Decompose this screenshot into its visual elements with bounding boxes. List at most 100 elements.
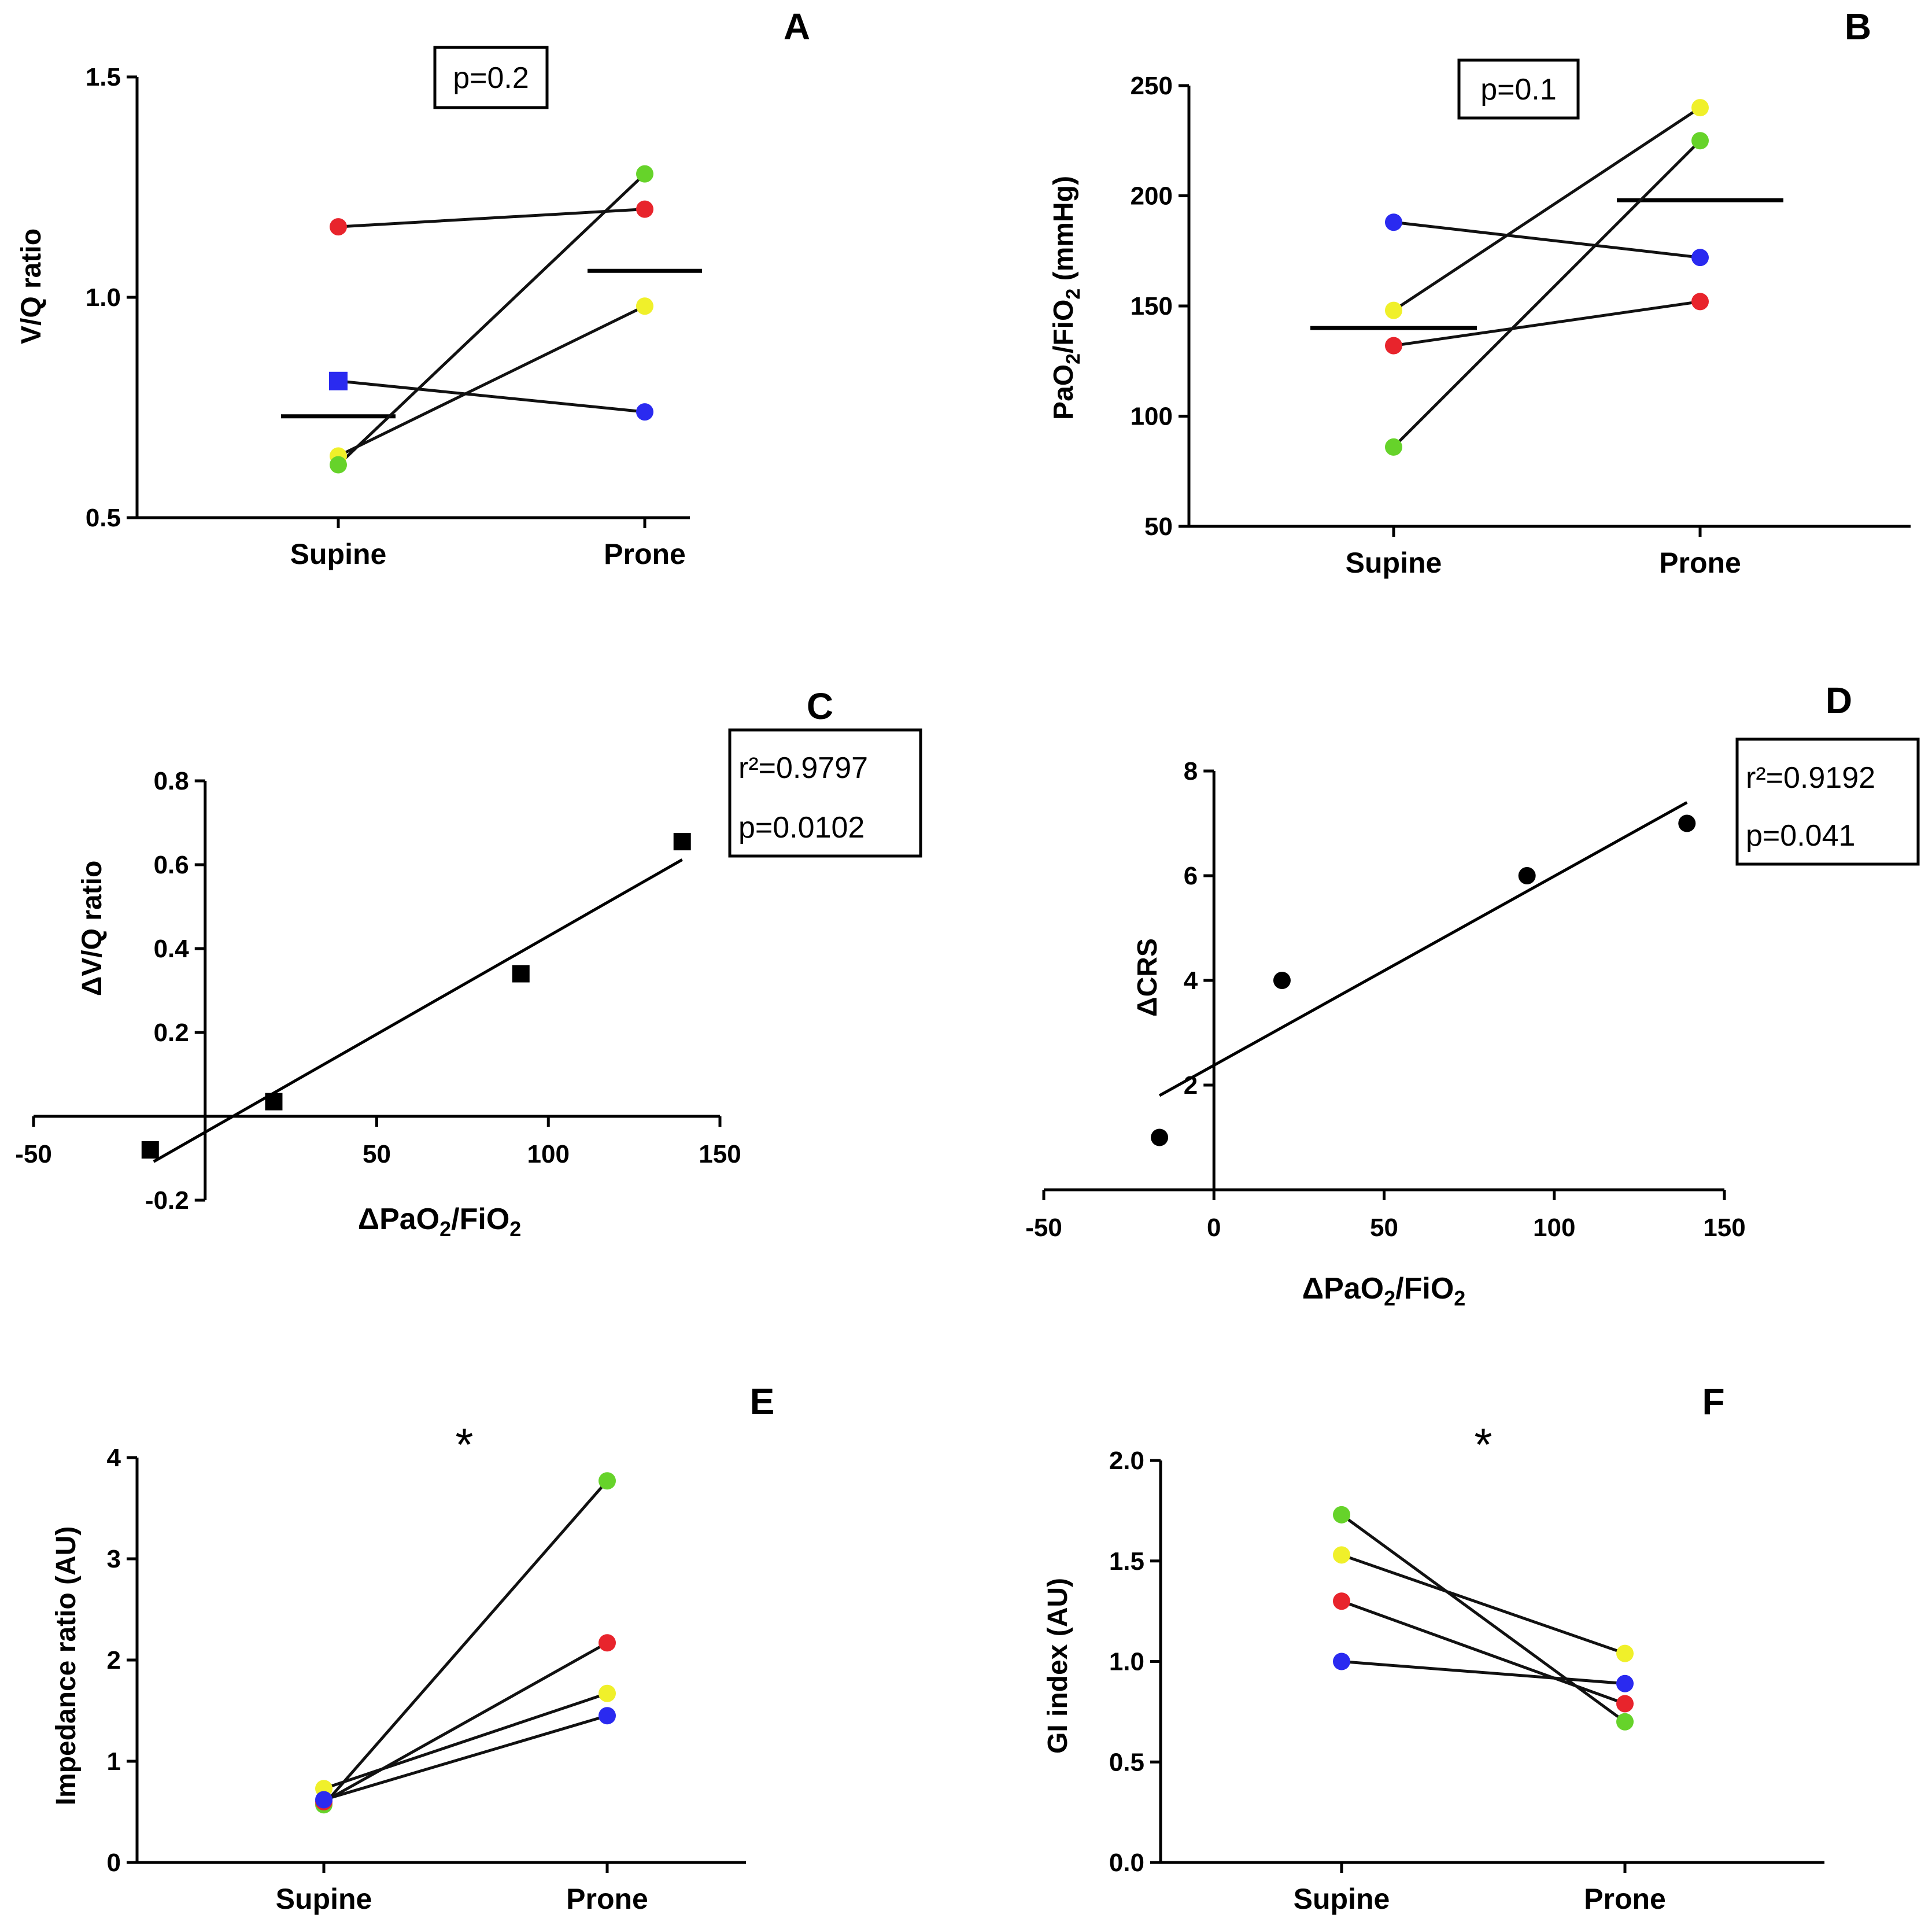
panel-a-data-point bbox=[636, 297, 653, 315]
panel-f-series-line bbox=[1341, 1599, 1626, 1705]
panel-d-pvalue: p=0.041 bbox=[1746, 819, 1855, 853]
panel-a-data-point bbox=[330, 456, 347, 474]
panel-c-x-tick-label: 50 bbox=[363, 1140, 391, 1168]
panel-f-ylabel: GI index (AU) bbox=[1043, 1578, 1073, 1754]
panel-d-data-point bbox=[1678, 814, 1696, 832]
panel-b-x-tick-label: Prone bbox=[1659, 547, 1741, 579]
panel-f-y-tick-label: 0.0 bbox=[1109, 1849, 1144, 1877]
panel-c-r2: r²=0.9797 bbox=[738, 751, 868, 785]
panel-d: D ΔCRS ΔPaO2/FiO2 r²=0.9192 p=0.041 -50 0… bbox=[1025, 680, 1920, 1310]
panel-e-series-line bbox=[323, 1642, 608, 1803]
panel-d-fit-line bbox=[1158, 801, 1688, 1097]
panel-d-r2: r²=0.9192 bbox=[1746, 761, 1875, 795]
panel-b-annotation-box: p=0.1 bbox=[1457, 58, 1580, 120]
panel-a-pvalue: p=0.2 bbox=[453, 61, 529, 95]
panel-f-data-point bbox=[1333, 1546, 1350, 1564]
panel-a-y-tick-label: 0.5 bbox=[86, 504, 121, 532]
panel-b-series-line bbox=[1392, 106, 1701, 312]
panel-c-data-point bbox=[141, 1141, 159, 1159]
panel-d-y-tick-label: 4 bbox=[1184, 967, 1198, 995]
panel-c-annotation-box: r²=0.9797 p=0.0102 bbox=[728, 728, 922, 858]
panel-f-y-tick-label: 0.5 bbox=[1109, 1748, 1144, 1776]
panel-f-y-tick-label: 1.0 bbox=[1109, 1648, 1144, 1676]
panel-f-x-tick-label: Prone bbox=[1584, 1883, 1666, 1915]
panel-c: C ΔV/Q ratio ΔPaO2/FiO2 r²=0.9797 p=0.01… bbox=[15, 685, 922, 1241]
panel-c-pvalue: p=0.0102 bbox=[738, 811, 865, 844]
panel-c-y-tick-label: 0.2 bbox=[154, 1019, 189, 1047]
panel-b-pvalue: p=0.1 bbox=[1480, 73, 1557, 106]
panel-f: F GI index (AU) * 0.0 0.5 1.0 1.5 2.0 Supine P… bbox=[1043, 1381, 1824, 1915]
panel-d-x-tick-label: 50 bbox=[1370, 1213, 1398, 1242]
panel-e-data-point bbox=[599, 1472, 616, 1490]
panel-a-annotation-frame bbox=[433, 46, 549, 109]
panel-label-b: B bbox=[1845, 6, 1871, 47]
panel-c-x-tick-label: -50 bbox=[15, 1140, 52, 1168]
panel-f-data-point bbox=[1616, 1644, 1634, 1662]
panel-e-series-line bbox=[323, 1480, 608, 1806]
panel-c-ylabel: ΔV/Q ratio bbox=[77, 861, 108, 997]
panel-c-fit-line bbox=[153, 858, 683, 1163]
panel-label-f: F bbox=[1702, 1381, 1724, 1422]
panel-f-plot: 0.0 0.5 1.0 1.5 2.0 Supine Prone bbox=[1109, 1447, 1824, 1915]
panel-label-a: A bbox=[784, 6, 810, 47]
panel-b-x-tick-label: Supine bbox=[1346, 547, 1442, 579]
panel-e-series-line bbox=[323, 1714, 608, 1801]
panel-e-y-tick-label: 4 bbox=[107, 1444, 121, 1472]
panel-b-y-tick-label: 200 bbox=[1131, 182, 1173, 211]
panel-d-data-point bbox=[1518, 867, 1536, 884]
panel-b: B PaO2/FiO2 (mmHg) p=0.1 50 100 150 200 250 S… bbox=[1048, 6, 1911, 579]
panel-f-series-line bbox=[1341, 1553, 1626, 1655]
panel-label-d: D bbox=[1826, 680, 1852, 721]
panel-d-x-tick-label: -50 bbox=[1025, 1213, 1062, 1242]
panel-d-x-tick-label: 0 bbox=[1207, 1213, 1221, 1242]
panel-e-plot: 0 1 2 3 4 Supine Prone bbox=[107, 1444, 746, 1915]
panel-d-x-tick-label: 150 bbox=[1703, 1213, 1745, 1242]
panel-d-data-point bbox=[1273, 972, 1291, 989]
panel-e-x-tick-label: Supine bbox=[276, 1883, 372, 1915]
panel-e-y-tick-label: 3 bbox=[107, 1545, 121, 1573]
panel-c-y-tick-label: 0.4 bbox=[154, 935, 190, 963]
panel-e-y-tick-label: 2 bbox=[107, 1646, 121, 1674]
panel-b-series-line bbox=[1392, 139, 1701, 448]
panel-b-ylabel: PaO2/FiO2 (mmHg) bbox=[1048, 176, 1084, 420]
panel-f-x-tick-label: Supine bbox=[1294, 1883, 1390, 1915]
panel-c-y-tick-label: 0.6 bbox=[154, 851, 189, 879]
panel-d-ylabel: ΔCRS bbox=[1132, 938, 1163, 1017]
panel-e-data-point bbox=[599, 1684, 616, 1702]
panel-b-data-point bbox=[1385, 301, 1402, 319]
panel-c-plot: -50 50 100 150 -0.2 0.2 0.4 0.6 0.8 bbox=[15, 767, 741, 1215]
panel-f-data-point bbox=[1616, 1674, 1634, 1692]
panel-a-series-line bbox=[338, 379, 645, 414]
panel-a-annotation-box: p=0.2 bbox=[433, 46, 549, 109]
panel-b-data-point bbox=[1385, 337, 1402, 355]
panel-e-ylabel: Impedance ratio (AU) bbox=[51, 1526, 82, 1806]
panel-a-x-tick-label: Supine bbox=[290, 538, 387, 570]
panel-c-x-tick-label: 100 bbox=[527, 1140, 570, 1168]
panel-a-y-tick-label: 1.5 bbox=[86, 63, 121, 91]
panel-b-data-point bbox=[1691, 99, 1709, 117]
panel-c-y-tick-label: -0.2 bbox=[145, 1186, 189, 1215]
panel-b-annotation-frame bbox=[1457, 58, 1580, 120]
panel-f-series-line bbox=[1341, 1660, 1626, 1685]
panel-c-y-tick-label: 0.8 bbox=[154, 767, 189, 795]
panel-e-data-point bbox=[599, 1707, 616, 1725]
panel-a-series-line bbox=[337, 304, 646, 458]
panel-d-annotation-frame bbox=[1735, 737, 1920, 866]
panel-f-data-point bbox=[1616, 1713, 1634, 1731]
panel-e: E Impedance ratio (AU) * 0 1 2 3 4 Supine Pron… bbox=[51, 1381, 774, 1915]
panel-d-x-tick-label: 100 bbox=[1533, 1213, 1575, 1242]
panel-f-data-point bbox=[1333, 1653, 1350, 1670]
panel-b-series-line bbox=[1393, 300, 1701, 348]
panel-f-series-line bbox=[1340, 1513, 1626, 1723]
panel-a-series-line bbox=[337, 172, 646, 466]
panel-d-annotation-box: r²=0.9192 p=0.041 bbox=[1735, 737, 1920, 866]
panel-b-data-point bbox=[1385, 213, 1402, 231]
panel-d-y-tick-label: 6 bbox=[1184, 862, 1198, 890]
panel-b-y-tick-label: 150 bbox=[1131, 292, 1173, 320]
panel-e-series-line bbox=[323, 1692, 608, 1790]
panel-a-plot: 0.5 1.0 1.5 Supine Prone bbox=[86, 63, 702, 570]
panel-b-y-tick-label: 50 bbox=[1144, 512, 1173, 541]
panel-c-annotation-frame bbox=[728, 728, 922, 858]
